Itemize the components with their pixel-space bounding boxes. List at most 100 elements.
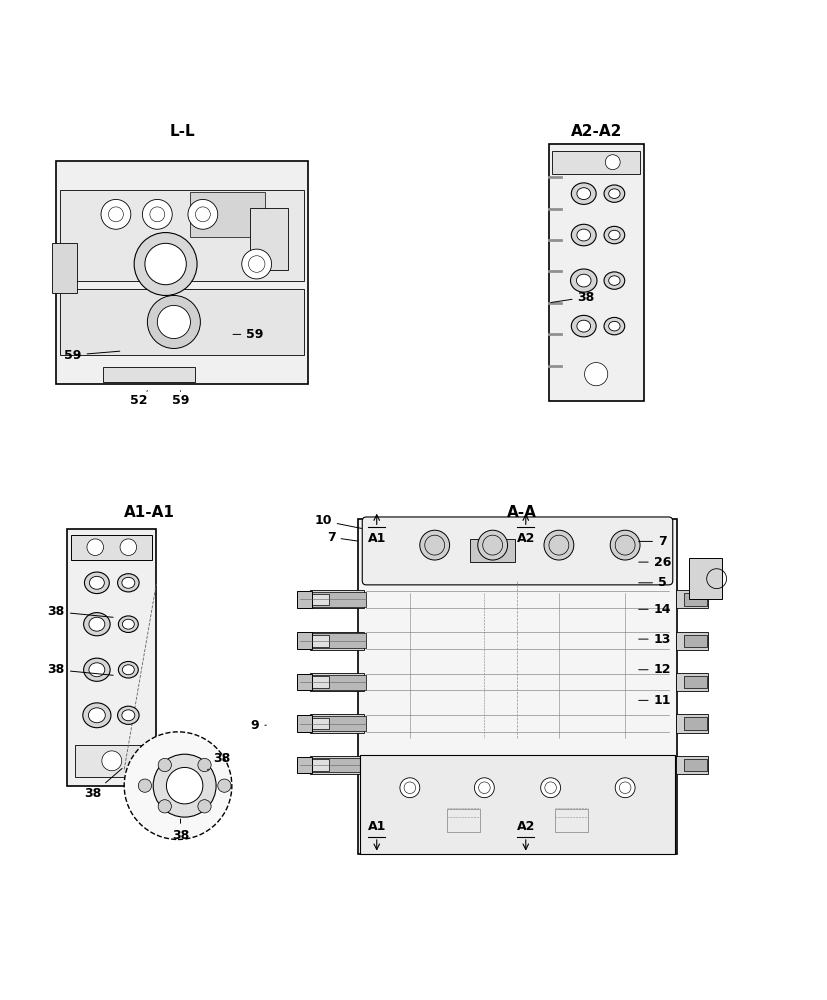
Ellipse shape bbox=[608, 276, 619, 285]
Bar bbox=[190, 192, 265, 237]
Circle shape bbox=[124, 732, 232, 839]
Circle shape bbox=[157, 305, 190, 339]
Bar bbox=[310, 673, 364, 691]
Text: 59: 59 bbox=[65, 349, 120, 362]
Circle shape bbox=[584, 363, 607, 386]
Bar bbox=[675, 714, 706, 733]
Bar bbox=[360, 755, 674, 854]
Bar bbox=[683, 635, 705, 647]
Text: 38: 38 bbox=[172, 819, 189, 842]
Text: 38: 38 bbox=[84, 768, 122, 800]
Bar bbox=[675, 673, 706, 691]
Circle shape bbox=[102, 751, 122, 771]
Circle shape bbox=[609, 530, 639, 560]
Text: A-A: A-A bbox=[506, 505, 536, 520]
Ellipse shape bbox=[117, 706, 139, 724]
Circle shape bbox=[158, 800, 171, 813]
Bar bbox=[304, 594, 328, 605]
Ellipse shape bbox=[122, 577, 135, 588]
Ellipse shape bbox=[122, 665, 134, 675]
Bar bbox=[60, 289, 304, 355]
Ellipse shape bbox=[576, 229, 590, 241]
Circle shape bbox=[120, 539, 136, 555]
Bar bbox=[310, 714, 364, 733]
Text: 38: 38 bbox=[208, 752, 230, 770]
Bar bbox=[554, 809, 587, 832]
Bar bbox=[675, 756, 706, 774]
Circle shape bbox=[145, 243, 186, 285]
Text: 11: 11 bbox=[638, 694, 671, 707]
Bar bbox=[683, 717, 705, 730]
Text: 59: 59 bbox=[232, 328, 263, 341]
Bar bbox=[688, 558, 721, 599]
Text: A1-A1: A1-A1 bbox=[123, 505, 174, 520]
Bar bbox=[551, 151, 640, 174]
Text: 12: 12 bbox=[638, 663, 671, 676]
Ellipse shape bbox=[608, 321, 619, 331]
Ellipse shape bbox=[84, 572, 109, 594]
Bar bbox=[304, 759, 328, 771]
Bar bbox=[296, 591, 311, 608]
Text: 5: 5 bbox=[638, 576, 666, 589]
Ellipse shape bbox=[570, 269, 596, 292]
Bar bbox=[308, 675, 365, 690]
Circle shape bbox=[158, 758, 171, 772]
Circle shape bbox=[241, 249, 271, 279]
Bar bbox=[103, 367, 194, 382]
Ellipse shape bbox=[608, 230, 619, 240]
Ellipse shape bbox=[84, 658, 110, 681]
Bar bbox=[683, 676, 705, 688]
Ellipse shape bbox=[88, 617, 105, 631]
Text: 38: 38 bbox=[550, 291, 594, 304]
Ellipse shape bbox=[118, 616, 138, 632]
Text: 14: 14 bbox=[638, 603, 671, 616]
Ellipse shape bbox=[83, 703, 111, 728]
Bar bbox=[75, 745, 148, 777]
Ellipse shape bbox=[608, 189, 619, 198]
Bar bbox=[71, 535, 152, 560]
Bar bbox=[308, 633, 365, 648]
Ellipse shape bbox=[117, 574, 139, 592]
Bar bbox=[304, 635, 328, 647]
Circle shape bbox=[198, 800, 211, 813]
Bar bbox=[357, 519, 676, 854]
Bar bbox=[308, 716, 365, 731]
Text: 26: 26 bbox=[638, 556, 670, 569]
Ellipse shape bbox=[603, 185, 624, 202]
Circle shape bbox=[147, 295, 200, 348]
Ellipse shape bbox=[603, 317, 624, 335]
Text: 38: 38 bbox=[48, 605, 113, 618]
Circle shape bbox=[138, 779, 151, 792]
Text: 38: 38 bbox=[48, 663, 113, 676]
Ellipse shape bbox=[571, 183, 595, 204]
Text: 13: 13 bbox=[638, 633, 670, 646]
Bar bbox=[310, 632, 364, 650]
Text: 9: 9 bbox=[251, 719, 266, 732]
Text: 7: 7 bbox=[327, 531, 357, 544]
Circle shape bbox=[218, 779, 231, 792]
Text: A2: A2 bbox=[516, 820, 534, 833]
Circle shape bbox=[477, 530, 507, 560]
Circle shape bbox=[419, 530, 449, 560]
Bar bbox=[60, 190, 304, 281]
Bar bbox=[250, 208, 288, 270]
Bar bbox=[310, 756, 364, 774]
Circle shape bbox=[540, 778, 560, 798]
Text: A2-A2: A2-A2 bbox=[570, 124, 621, 139]
Bar bbox=[296, 715, 311, 732]
Bar bbox=[447, 809, 480, 832]
Ellipse shape bbox=[84, 613, 110, 636]
Ellipse shape bbox=[88, 663, 105, 677]
Ellipse shape bbox=[576, 320, 590, 332]
Bar bbox=[51, 243, 76, 293]
Bar bbox=[56, 161, 308, 384]
Text: 59: 59 bbox=[172, 391, 189, 407]
Ellipse shape bbox=[89, 576, 104, 589]
Bar bbox=[310, 590, 364, 608]
Text: A1: A1 bbox=[367, 532, 385, 545]
Bar bbox=[683, 759, 705, 771]
Ellipse shape bbox=[576, 188, 590, 200]
Ellipse shape bbox=[571, 224, 595, 246]
Bar bbox=[67, 529, 156, 786]
Circle shape bbox=[198, 758, 211, 772]
